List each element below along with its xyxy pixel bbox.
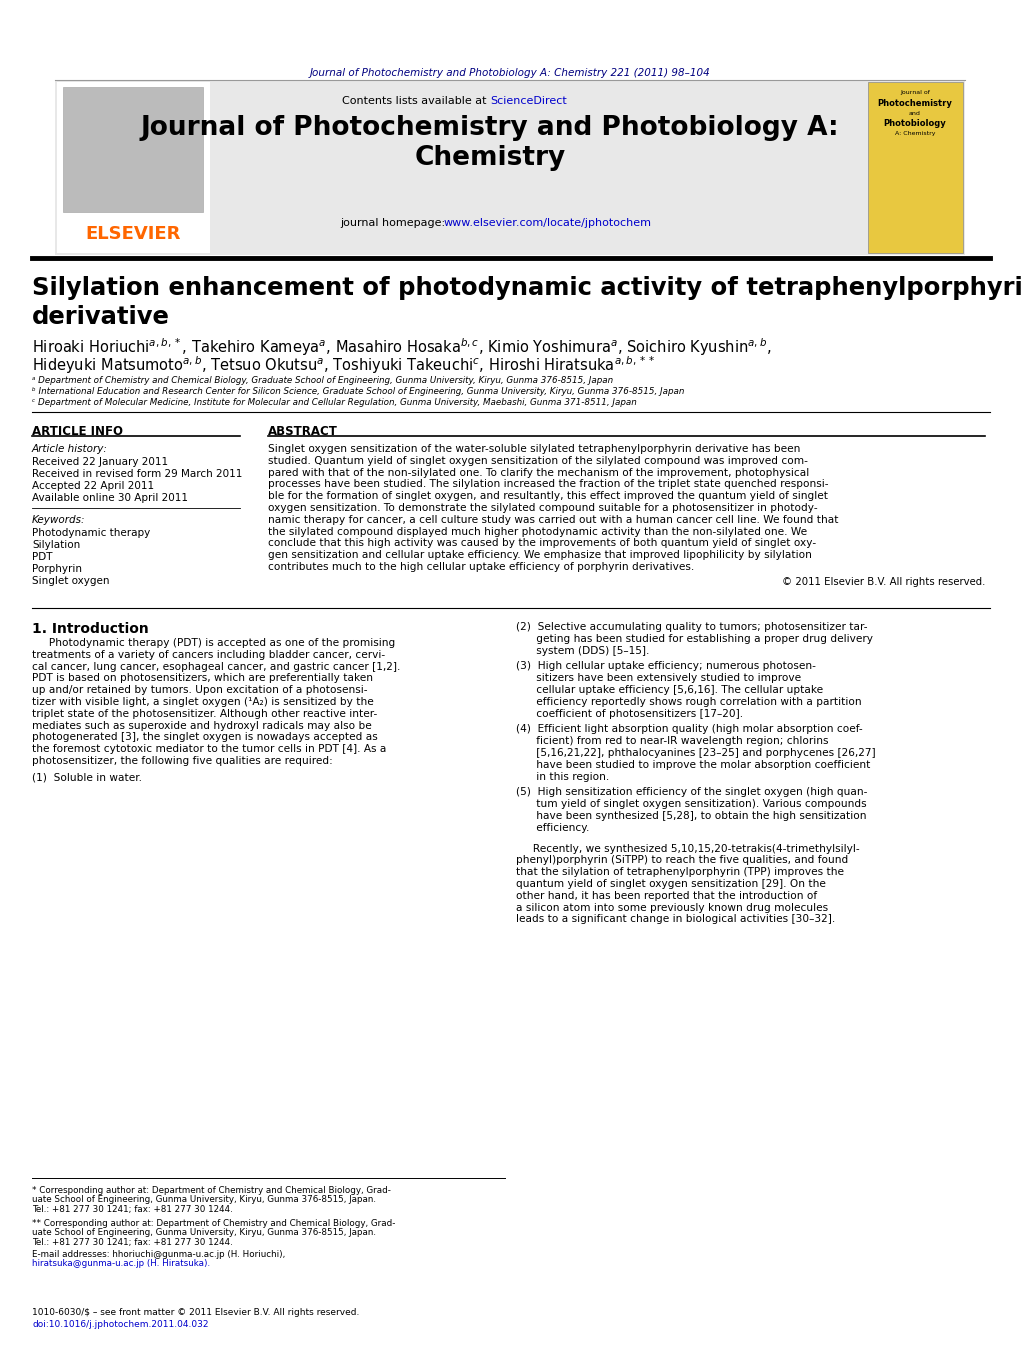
Text: Singlet oxygen sensitization of the water-soluble silylated tetraphenylporphyrin: Singlet oxygen sensitization of the wate… bbox=[268, 444, 800, 454]
Text: leads to a significant change in biological activities [30–32].: leads to a significant change in biologi… bbox=[516, 915, 835, 924]
Text: (2)  Selective accumulating quality to tumors; photosensitizer tar-: (2) Selective accumulating quality to tu… bbox=[516, 621, 868, 632]
Text: contributes much to the high cellular uptake efficiency of porphyrin derivatives: contributes much to the high cellular up… bbox=[268, 562, 694, 571]
Text: other hand, it has been reported that the introduction of: other hand, it has been reported that th… bbox=[516, 890, 817, 901]
Text: ᶜ Department of Molecular Medicine, Institute for Molecular and Cellular Regulat: ᶜ Department of Molecular Medicine, Inst… bbox=[32, 399, 637, 407]
Text: ABSTRACT: ABSTRACT bbox=[268, 426, 338, 438]
Text: efficiency.: efficiency. bbox=[516, 823, 589, 832]
Text: (5)  High sensitization efficiency of the singlet oxygen (high quan-: (5) High sensitization efficiency of the… bbox=[516, 788, 868, 797]
FancyBboxPatch shape bbox=[55, 80, 965, 255]
FancyBboxPatch shape bbox=[63, 86, 203, 212]
Text: Singlet oxygen: Singlet oxygen bbox=[32, 576, 109, 586]
Text: hiratsuka@gunma-u.ac.jp (H. Hiratsuka).: hiratsuka@gunma-u.ac.jp (H. Hiratsuka). bbox=[32, 1259, 210, 1269]
Text: A: Chemistry: A: Chemistry bbox=[894, 131, 935, 136]
Text: Article history:: Article history: bbox=[32, 444, 108, 454]
FancyBboxPatch shape bbox=[868, 82, 963, 253]
Text: geting has been studied for establishing a proper drug delivery: geting has been studied for establishing… bbox=[516, 634, 873, 644]
Text: Chemistry: Chemistry bbox=[415, 145, 566, 172]
Text: the foremost cytotoxic mediator to the tumor cells in PDT [4]. As a: the foremost cytotoxic mediator to the t… bbox=[32, 744, 386, 754]
Text: (4)  Efficient light absorption quality (high molar absorption coef-: (4) Efficient light absorption quality (… bbox=[516, 724, 863, 735]
Text: Journal of Photochemistry and Photobiology A:: Journal of Photochemistry and Photobiolo… bbox=[141, 115, 839, 141]
Text: ᵇ International Education and Research Center for Silicon Science, Graduate Scho: ᵇ International Education and Research C… bbox=[32, 386, 684, 396]
Text: photogenerated [3], the singlet oxygen is nowadays accepted as: photogenerated [3], the singlet oxygen i… bbox=[32, 732, 378, 743]
Text: Keywords:: Keywords: bbox=[32, 515, 86, 526]
Text: Contents lists available at: Contents lists available at bbox=[342, 96, 490, 105]
Text: (1)  Soluble in water.: (1) Soluble in water. bbox=[32, 773, 142, 782]
Text: Porphyrin: Porphyrin bbox=[32, 563, 82, 574]
Text: Photodynamic therapy (PDT) is accepted as one of the promising: Photodynamic therapy (PDT) is accepted a… bbox=[32, 638, 395, 648]
Text: PDT: PDT bbox=[32, 553, 52, 562]
Text: uate School of Engineering, Gunma University, Kiryu, Gunma 376-8515, Japan.: uate School of Engineering, Gunma Univer… bbox=[32, 1228, 376, 1238]
Text: derivative: derivative bbox=[32, 305, 169, 330]
Text: tum yield of singlet oxygen sensitization). Various compounds: tum yield of singlet oxygen sensitizatio… bbox=[516, 800, 867, 809]
Text: studied. Quantum yield of singlet oxygen sensitization of the silylated compound: studied. Quantum yield of singlet oxygen… bbox=[268, 455, 808, 466]
Text: have been studied to improve the molar absorption coefficient: have been studied to improve the molar a… bbox=[516, 759, 870, 770]
Text: photosensitizer, the following five qualities are required:: photosensitizer, the following five qual… bbox=[32, 757, 333, 766]
Text: © 2011 Elsevier B.V. All rights reserved.: © 2011 Elsevier B.V. All rights reserved… bbox=[782, 577, 985, 586]
Text: cal cancer, lung cancer, esophageal cancer, and gastric cancer [1,2].: cal cancer, lung cancer, esophageal canc… bbox=[32, 662, 400, 671]
Text: oxygen sensitization. To demonstrate the silylated compound suitable for a photo: oxygen sensitization. To demonstrate the… bbox=[268, 503, 818, 513]
Text: 1010-6030/$ – see front matter © 2011 Elsevier B.V. All rights reserved.: 1010-6030/$ – see front matter © 2011 El… bbox=[32, 1308, 359, 1317]
Text: Received in revised form 29 March 2011: Received in revised form 29 March 2011 bbox=[32, 469, 242, 480]
Text: Photodynamic therapy: Photodynamic therapy bbox=[32, 528, 150, 538]
Text: Hideyuki Matsumoto$^{a,b}$, Tetsuo Okutsu$^{a}$, Toshiyuki Takeuchi$^{c}$, Hiros: Hideyuki Matsumoto$^{a,b}$, Tetsuo Okuts… bbox=[32, 354, 655, 376]
Text: conclude that this high activity was caused by the improvements of both quantum : conclude that this high activity was cau… bbox=[268, 539, 816, 549]
Text: E-mail addresses: hhoriuchi@gunma-u.ac.jp (H. Horiuchi),: E-mail addresses: hhoriuchi@gunma-u.ac.j… bbox=[32, 1250, 285, 1259]
Text: Journal of Photochemistry and Photobiology A: Chemistry 221 (2011) 98–104: Journal of Photochemistry and Photobiolo… bbox=[309, 68, 711, 78]
Text: Silylation: Silylation bbox=[32, 540, 81, 550]
Text: Silylation enhancement of photodynamic activity of tetraphenylporphyrin: Silylation enhancement of photodynamic a… bbox=[32, 276, 1021, 300]
Text: Received 22 January 2011: Received 22 January 2011 bbox=[32, 457, 168, 467]
Text: triplet state of the photosensitizer. Although other reactive inter-: triplet state of the photosensitizer. Al… bbox=[32, 709, 377, 719]
Text: Available online 30 April 2011: Available online 30 April 2011 bbox=[32, 493, 188, 503]
Text: Photochemistry: Photochemistry bbox=[878, 99, 953, 108]
Text: Hiroaki Horiuchi$^{a,b,*}$, Takehiro Kameya$^{a}$, Masahiro Hosaka$^{b,c}$, Kimi: Hiroaki Horiuchi$^{a,b,*}$, Takehiro Kam… bbox=[32, 336, 771, 358]
Text: Recently, we synthesized 5,10,15,20-tetrakis(4-trimethylsilyl-: Recently, we synthesized 5,10,15,20-tetr… bbox=[516, 843, 860, 854]
Text: 1. Introduction: 1. Introduction bbox=[32, 621, 149, 636]
Text: have been synthesized [5,28], to obtain the high sensitization: have been synthesized [5,28], to obtain … bbox=[516, 811, 867, 821]
Text: * Corresponding author at: Department of Chemistry and Chemical Biology, Grad-: * Corresponding author at: Department of… bbox=[32, 1186, 391, 1196]
Text: [5,16,21,22], phthalocyanines [23–25] and porphycenes [26,27]: [5,16,21,22], phthalocyanines [23–25] an… bbox=[516, 748, 876, 758]
Text: pared with that of the non-silylated one. To clarify the mechanism of the improv: pared with that of the non-silylated one… bbox=[268, 467, 810, 478]
Text: tizer with visible light, a singlet oxygen (¹A₂) is sensitized by the: tizer with visible light, a singlet oxyg… bbox=[32, 697, 374, 707]
Text: Photobiology: Photobiology bbox=[883, 119, 946, 128]
Text: ble for the formation of singlet oxygen, and resultantly, this effect improved t: ble for the formation of singlet oxygen,… bbox=[268, 492, 828, 501]
Text: Tel.: +81 277 30 1241; fax: +81 277 30 1244.: Tel.: +81 277 30 1241; fax: +81 277 30 1… bbox=[32, 1205, 233, 1215]
Text: mediates such as superoxide and hydroxyl radicals may also be: mediates such as superoxide and hydroxyl… bbox=[32, 720, 372, 731]
Text: sitizers have been extensively studied to improve: sitizers have been extensively studied t… bbox=[516, 673, 801, 684]
Text: the silylated compound displayed much higher photodynamic activity than the non-: the silylated compound displayed much hi… bbox=[268, 527, 808, 536]
Text: journal homepage:: journal homepage: bbox=[340, 218, 448, 228]
Text: Accepted 22 April 2011: Accepted 22 April 2011 bbox=[32, 481, 154, 490]
Text: doi:10.1016/j.jphotochem.2011.04.032: doi:10.1016/j.jphotochem.2011.04.032 bbox=[32, 1320, 208, 1329]
FancyBboxPatch shape bbox=[57, 82, 210, 253]
Text: PDT is based on photosensitizers, which are preferentially taken: PDT is based on photosensitizers, which … bbox=[32, 673, 373, 684]
Text: that the silylation of tetraphenylporphyrin (TPP) improves the: that the silylation of tetraphenylporphy… bbox=[516, 867, 844, 877]
Text: namic therapy for cancer, a cell culture study was carried out with a human canc: namic therapy for cancer, a cell culture… bbox=[268, 515, 838, 524]
Text: a silicon atom into some previously known drug molecules: a silicon atom into some previously know… bbox=[516, 902, 828, 912]
Text: ScienceDirect: ScienceDirect bbox=[490, 96, 567, 105]
Text: system (DDS) [5–15].: system (DDS) [5–15]. bbox=[516, 646, 649, 655]
Text: coefficient of photosensitizers [17–20].: coefficient of photosensitizers [17–20]. bbox=[516, 709, 743, 719]
Text: Tel.: +81 277 30 1241; fax: +81 277 30 1244.: Tel.: +81 277 30 1241; fax: +81 277 30 1… bbox=[32, 1238, 233, 1247]
Text: ARTICLE INFO: ARTICLE INFO bbox=[32, 426, 123, 438]
Text: quantum yield of singlet oxygen sensitization [29]. On the: quantum yield of singlet oxygen sensitiz… bbox=[516, 880, 826, 889]
Text: ficient) from red to near-IR wavelength region; chlorins: ficient) from red to near-IR wavelength … bbox=[516, 736, 828, 746]
Text: and: and bbox=[909, 111, 921, 116]
Text: www.elsevier.com/locate/jphotochem: www.elsevier.com/locate/jphotochem bbox=[444, 218, 652, 228]
Text: in this region.: in this region. bbox=[516, 771, 610, 782]
Text: ** Corresponding author at: Department of Chemistry and Chemical Biology, Grad-: ** Corresponding author at: Department o… bbox=[32, 1219, 395, 1228]
Text: (3)  High cellular uptake efficiency; numerous photosen-: (3) High cellular uptake efficiency; num… bbox=[516, 662, 816, 671]
Text: ELSEVIER: ELSEVIER bbox=[86, 226, 181, 243]
Text: Journal of: Journal of bbox=[901, 91, 930, 95]
Text: treatments of a variety of cancers including bladder cancer, cervi-: treatments of a variety of cancers inclu… bbox=[32, 650, 385, 659]
Text: efficiency reportedly shows rough correlation with a partition: efficiency reportedly shows rough correl… bbox=[516, 697, 862, 707]
Text: up and/or retained by tumors. Upon excitation of a photosensi-: up and/or retained by tumors. Upon excit… bbox=[32, 685, 368, 696]
Text: processes have been studied. The silylation increased the fraction of the triple: processes have been studied. The silylat… bbox=[268, 480, 828, 489]
Text: gen sensitization and cellular uptake efficiency. We emphasize that improved lip: gen sensitization and cellular uptake ef… bbox=[268, 550, 812, 561]
Text: cellular uptake efficiency [5,6,16]. The cellular uptake: cellular uptake efficiency [5,6,16]. The… bbox=[516, 685, 823, 694]
Text: ᵃ Department of Chemistry and Chemical Biology, Graduate School of Engineering, : ᵃ Department of Chemistry and Chemical B… bbox=[32, 376, 614, 385]
Text: phenyl)porphyrin (SiTPP) to reach the five qualities, and found: phenyl)porphyrin (SiTPP) to reach the fi… bbox=[516, 855, 848, 866]
Text: uate School of Engineering, Gunma University, Kiryu, Gunma 376-8515, Japan.: uate School of Engineering, Gunma Univer… bbox=[32, 1196, 376, 1205]
